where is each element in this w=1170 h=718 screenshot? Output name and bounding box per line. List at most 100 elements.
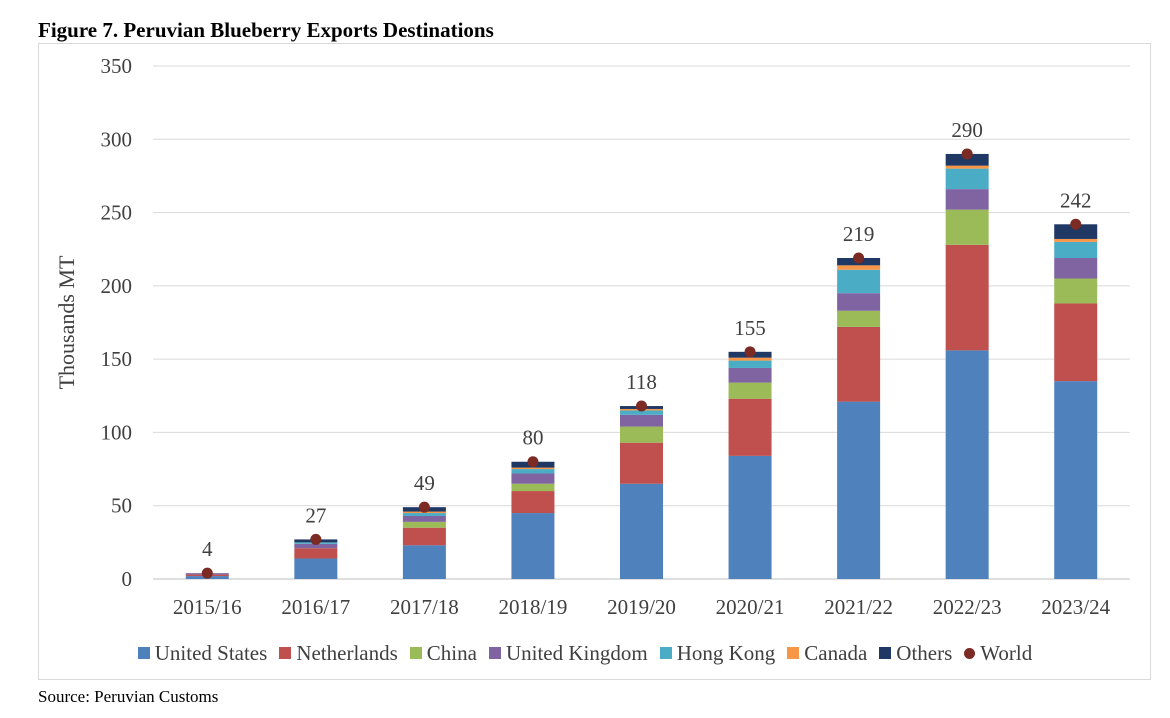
bar-china — [728, 382, 772, 399]
legend-swatch — [659, 647, 672, 659]
bar-united-kingdom — [294, 543, 338, 549]
world-point — [636, 400, 647, 412]
bar-united-kingdom — [945, 189, 989, 210]
chart-legend: United States Netherlands China United King… — [0, 640, 1170, 666]
x-tick-label: 2019/20 — [607, 595, 676, 619]
x-tick-label: 2015/16 — [173, 595, 242, 619]
bar-china — [620, 426, 663, 443]
bar-united-states — [1054, 381, 1098, 579]
legend-label: Others — [896, 640, 953, 665]
y-tick-label: 50 — [111, 494, 132, 518]
bar-hong-kong — [1054, 241, 1098, 259]
bar-canada — [837, 265, 881, 270]
y-tick-label: 200 — [101, 274, 133, 298]
bar-netherlands — [837, 326, 881, 402]
x-tick-label: 2020/21 — [716, 595, 785, 619]
legend-label: World — [980, 640, 1033, 665]
bar-netherlands — [402, 527, 446, 546]
legend-label: United States — [154, 640, 268, 665]
bar-netherlands — [728, 398, 772, 456]
legend-item: Canada — [787, 641, 867, 666]
bar-united-states — [511, 513, 555, 579]
x-tick-label: 2017/18 — [390, 595, 459, 619]
bar-united-states — [402, 545, 446, 579]
world-data-label: 118 — [626, 370, 657, 394]
bar-united-states — [620, 483, 663, 579]
y-tick-label: 150 — [101, 347, 133, 371]
bar-others — [1054, 224, 1098, 239]
bar-netherlands — [945, 244, 989, 351]
bar-united-kingdom — [1054, 258, 1098, 279]
legend-swatch — [409, 647, 422, 659]
bar-canada — [728, 357, 772, 361]
bar-united-kingdom — [837, 293, 881, 311]
world-data-label: 49 — [414, 471, 435, 495]
world-data-label: 242 — [1060, 188, 1092, 212]
legend-item: China — [409, 641, 477, 666]
bar-netherlands — [1054, 303, 1098, 382]
legend-label: Hong Kong — [676, 640, 776, 665]
figure-title: Figure 7. Peruvian Blueberry Exports Des… — [38, 18, 494, 42]
world-point — [310, 533, 322, 545]
bar-others — [945, 153, 989, 166]
legend-item: World — [964, 641, 1032, 666]
bar-hong-kong — [620, 410, 663, 415]
x-tick-label: 2021/22 — [824, 595, 893, 619]
bar-netherlands — [511, 491, 555, 514]
world-point — [1070, 218, 1082, 230]
world-point — [744, 346, 756, 358]
bar-china — [1054, 278, 1098, 304]
legend-swatch — [879, 647, 892, 659]
legend-item: Netherlands — [279, 640, 398, 666]
world-point — [201, 567, 213, 579]
y-tick-label: 300 — [101, 127, 133, 151]
legend-label: United Kingdom — [505, 640, 648, 665]
bar-china — [511, 483, 555, 492]
world-data-label: 155 — [734, 316, 766, 340]
bar-china — [945, 209, 989, 245]
bar-china — [837, 310, 881, 327]
world-data-label: 80 — [522, 426, 543, 450]
bar-hong-kong — [945, 168, 989, 190]
bar-united-kingdom — [728, 367, 772, 383]
world-point — [527, 456, 539, 468]
legend-label: Canada — [804, 640, 868, 665]
y-tick-label: 100 — [101, 420, 133, 444]
legend-label: Netherlands — [296, 640, 398, 665]
world-data-label: 4 — [202, 537, 213, 561]
legend-item: United Kingdom — [488, 640, 648, 666]
legend-swatch — [964, 647, 976, 659]
bar-united-kingdom — [511, 473, 555, 484]
bar-united-states — [728, 455, 772, 579]
legend-item: United States — [137, 640, 268, 666]
chart-frame — [38, 43, 1151, 680]
bar-united-states — [294, 558, 338, 579]
x-tick-label: 2023/24 — [1041, 595, 1110, 619]
bar-united-states — [945, 350, 989, 579]
bar-hong-kong — [728, 360, 772, 368]
bar-china — [402, 521, 446, 528]
legend-item: Others — [879, 641, 952, 666]
legend-swatch — [279, 647, 292, 659]
x-tick-label: 2022/23 — [933, 595, 1002, 619]
y-tick-label: 250 — [101, 201, 133, 225]
bar-hong-kong — [402, 513, 446, 516]
world-point — [961, 148, 973, 160]
legend-swatch — [488, 647, 501, 659]
legend-swatch — [787, 647, 800, 659]
bar-hong-kong — [837, 269, 881, 294]
bar-canada — [1054, 238, 1098, 242]
world-point — [853, 252, 865, 264]
world-point — [418, 501, 430, 513]
world-data-label: 219 — [843, 222, 875, 246]
bar-united-states — [837, 401, 881, 579]
world-data-label: 290 — [951, 118, 983, 142]
x-tick-label: 2018/19 — [499, 595, 568, 619]
y-axis-label: Thousands MT — [54, 255, 79, 389]
bar-netherlands — [294, 548, 338, 559]
source-note: Source: Peruvian Customs — [38, 687, 219, 706]
legend-swatch — [137, 647, 150, 659]
bar-hong-kong — [511, 469, 555, 474]
bar-canada — [945, 165, 989, 169]
